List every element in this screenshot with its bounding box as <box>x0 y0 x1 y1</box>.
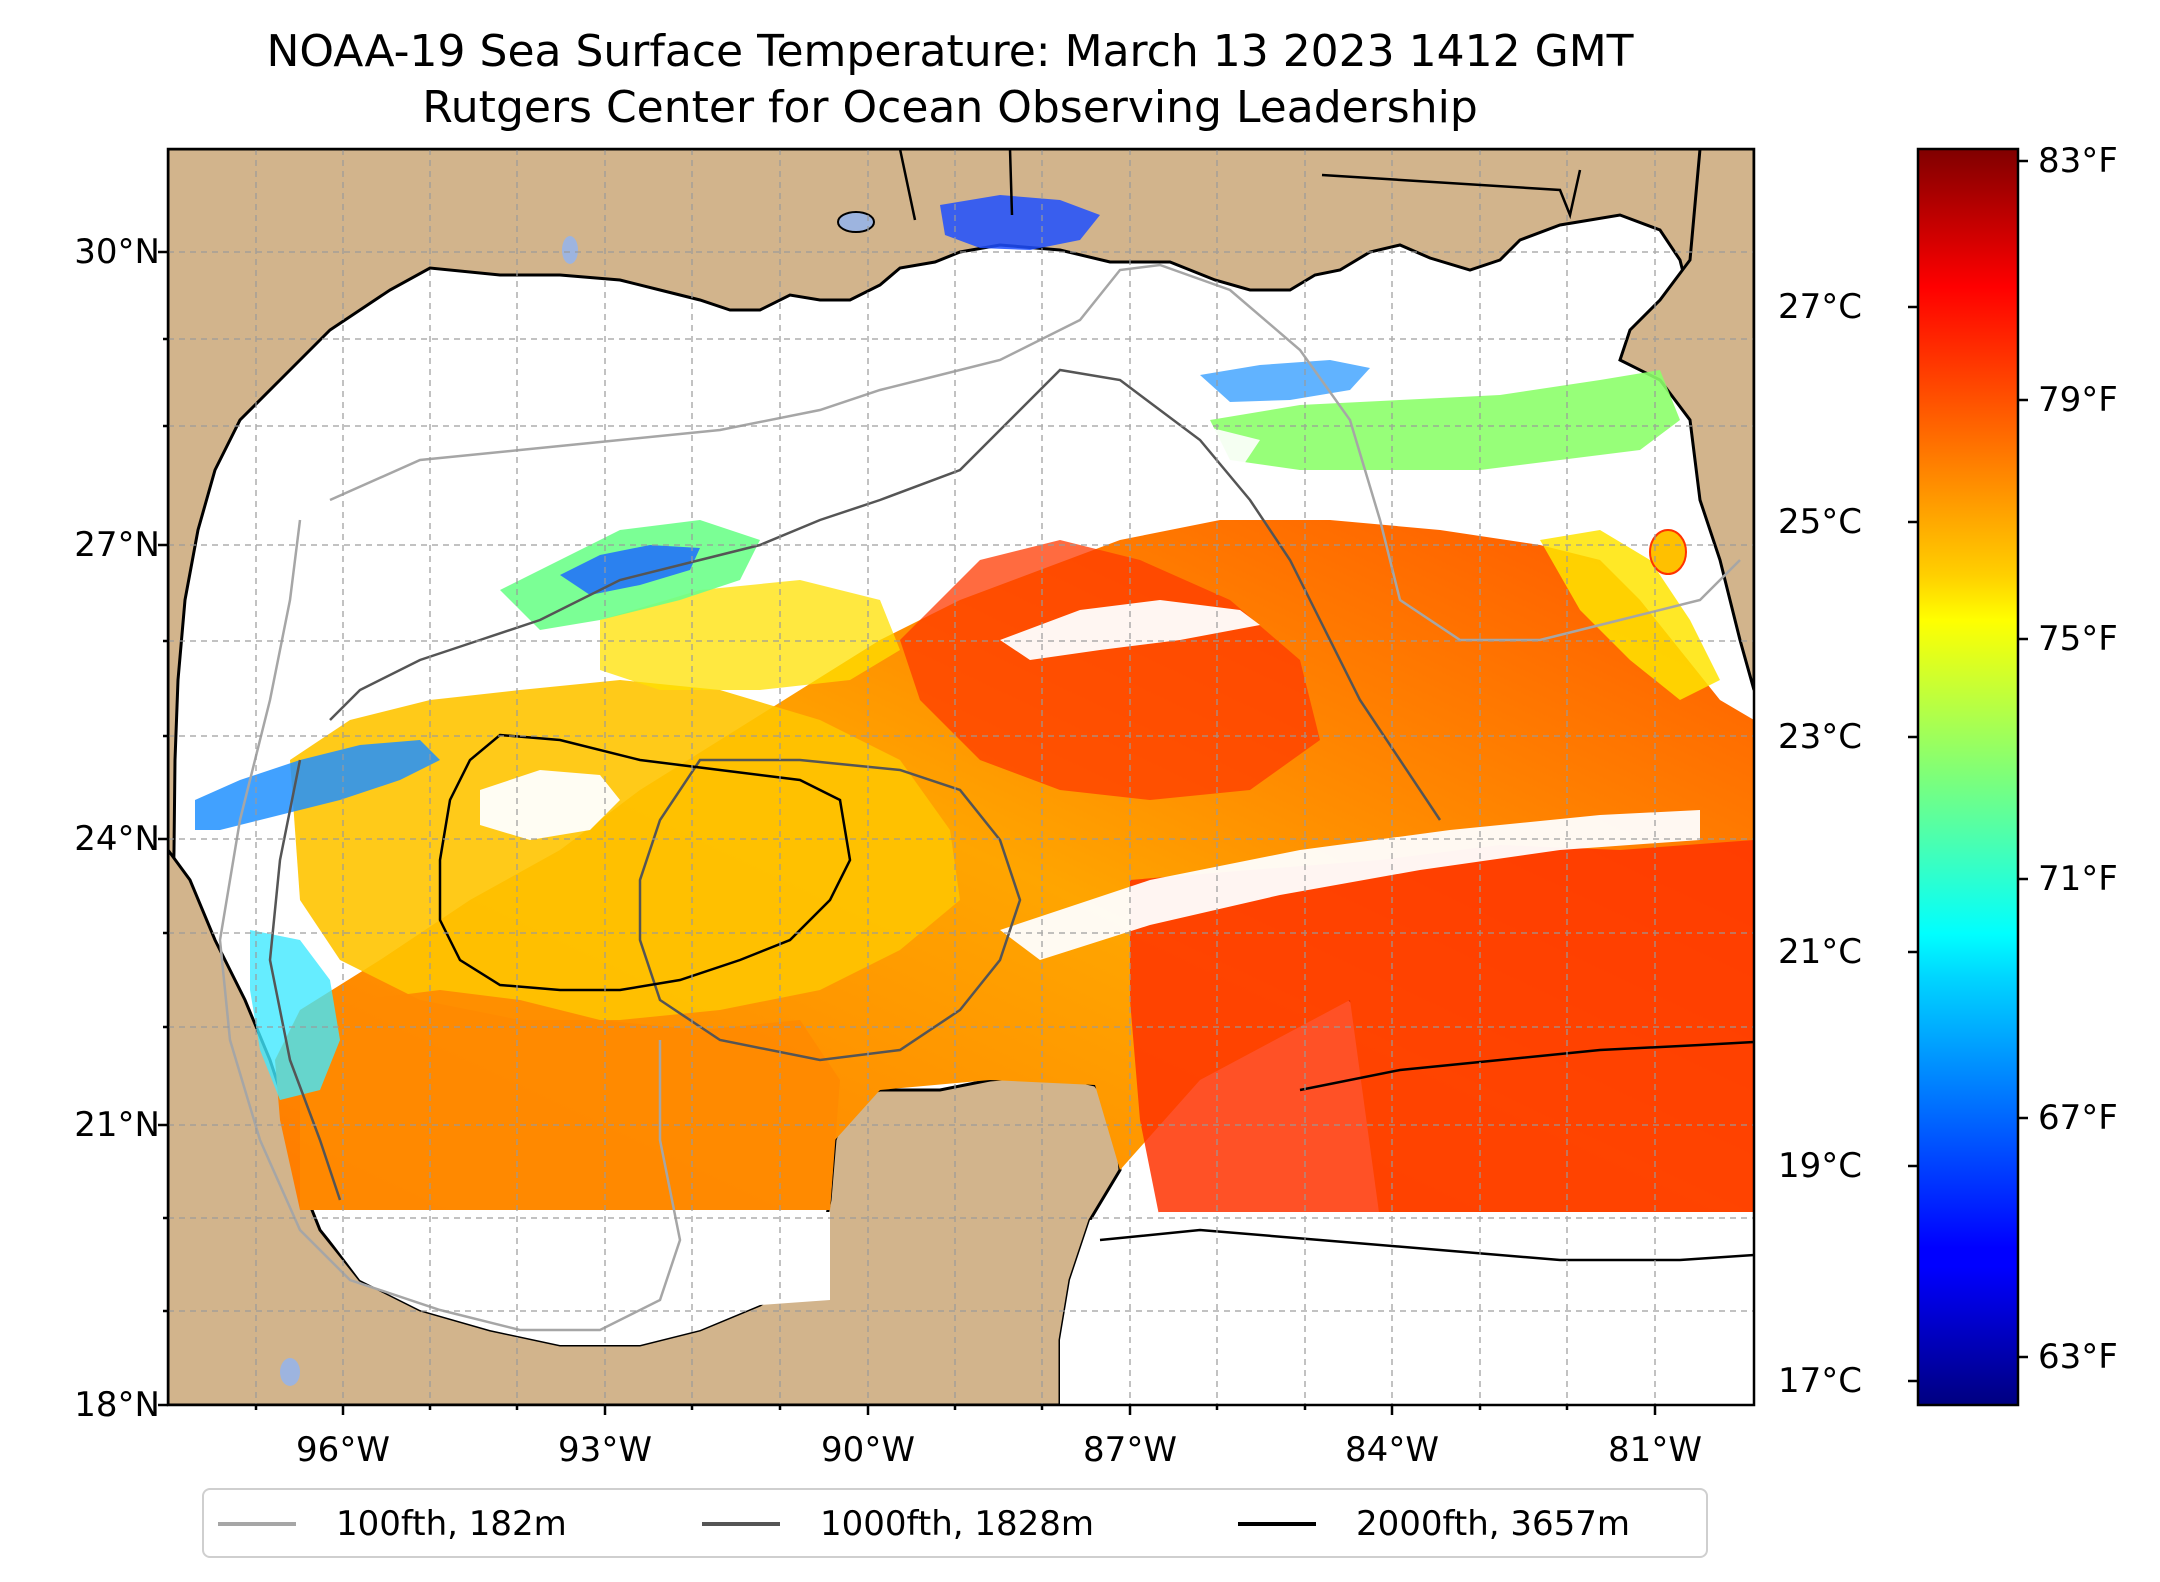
sst-yellow-north <box>600 580 900 690</box>
sst-cold-northwest <box>560 545 700 595</box>
colorbar-label-21c: 21°C <box>1778 932 1863 972</box>
land-florida-peninsula <box>1618 149 1754 691</box>
colorbar-label-25c: 25°C <box>1778 502 1863 542</box>
sst-yellow-region <box>290 680 960 1020</box>
colorbar-label-17c: 17°C <box>1778 1361 1863 1401</box>
colorbar-label-75f: 75°F <box>2038 619 2118 659</box>
colorbar-ticks-fahrenheit <box>2018 159 2028 1359</box>
colorbar-label-19c: 19°C <box>1778 1146 1863 1186</box>
lon-label-96w: 96°W <box>296 1430 390 1470</box>
state-borders <box>898 149 1582 221</box>
map-area <box>168 149 1754 1405</box>
sst-cold-west <box>195 740 440 830</box>
map-title: NOAA-19 Sea Surface Temperature: March 1… <box>266 26 1634 77</box>
colorbar-label-63f: 63°F <box>2038 1337 2118 1377</box>
lon-label-93w: 93°W <box>558 1430 652 1470</box>
colorbar-label-23c: 23°C <box>1778 717 1863 757</box>
latitude-ticks <box>158 250 168 1407</box>
lat-label-30n: 30°N <box>74 232 160 272</box>
lat-label-27n: 27°N <box>74 525 160 565</box>
lon-label-87w: 87°W <box>1083 1430 1177 1470</box>
colorbar-label-79f: 79°F <box>2038 380 2118 420</box>
isobath-legend: 100fth, 182m 1000fth, 1828m 2000fth, 365… <box>202 1488 1708 1558</box>
sst-hot-central <box>900 540 1320 800</box>
sst-cold-mid-shelf <box>1200 360 1370 402</box>
lat-label-21n: 21°N <box>74 1105 160 1145</box>
cloud-streak-1 <box>1000 810 1700 960</box>
lake-okeechobee <box>1649 529 1687 575</box>
isobath-100fth <box>218 263 1741 1332</box>
legend-swatch-2000fth <box>1238 1522 1316 1526</box>
lon-label-81w: 81°W <box>1608 1430 1702 1470</box>
legend-label-1000fth: 1000fth, 1828m <box>820 1504 1095 1544</box>
longitude-ticks <box>254 1405 1657 1415</box>
legend-swatch-1000fth <box>702 1522 780 1526</box>
colorbar-label-27c: 27°C <box>1778 287 1863 327</box>
colorbar-ticks-celsius <box>1908 305 1918 1383</box>
map-subtitle: Rutgers Center for Ocean Observing Leade… <box>422 82 1478 133</box>
colorbar <box>1916 147 2020 1407</box>
no-data-south-caribbean <box>1060 1212 1754 1405</box>
sst-cool-florida-shelf <box>1210 370 1680 470</box>
legend-label-2000fth: 2000fth, 3657m <box>1356 1504 1631 1544</box>
cloud-patch-north <box>1040 420 1260 480</box>
lake-pontchartrain <box>837 211 875 233</box>
sst-yellow-florida-coast <box>1540 530 1720 700</box>
colorbar-label-71f: 71°F <box>2038 859 2118 899</box>
sst-orange-southwest <box>300 990 840 1210</box>
lon-label-90w: 90°W <box>821 1430 915 1470</box>
colorbar-label-67f: 67°F <box>2038 1098 2118 1138</box>
colorbar-label-83f: 83°F <box>2038 141 2118 181</box>
land-us-gulf-coast <box>168 149 1754 1001</box>
lat-label-18n: 18°N <box>74 1385 160 1425</box>
gridlines <box>168 149 1754 1405</box>
lake-west <box>562 236 578 264</box>
sst-cold-northern-shelf <box>940 195 1100 250</box>
lon-label-84w: 84°W <box>1345 1430 1439 1470</box>
lake-southwest <box>280 1358 300 1386</box>
legend-swatch-100fth <box>218 1522 296 1526</box>
legend-label-100fth: 100fth, 182m <box>336 1504 567 1544</box>
lat-label-24n: 24°N <box>74 819 160 859</box>
cloud-streak-2 <box>1000 600 1260 660</box>
cloud-patch-west <box>480 770 620 840</box>
isobath-2000fth <box>438 733 1754 1262</box>
map-frame <box>166 147 1756 1407</box>
